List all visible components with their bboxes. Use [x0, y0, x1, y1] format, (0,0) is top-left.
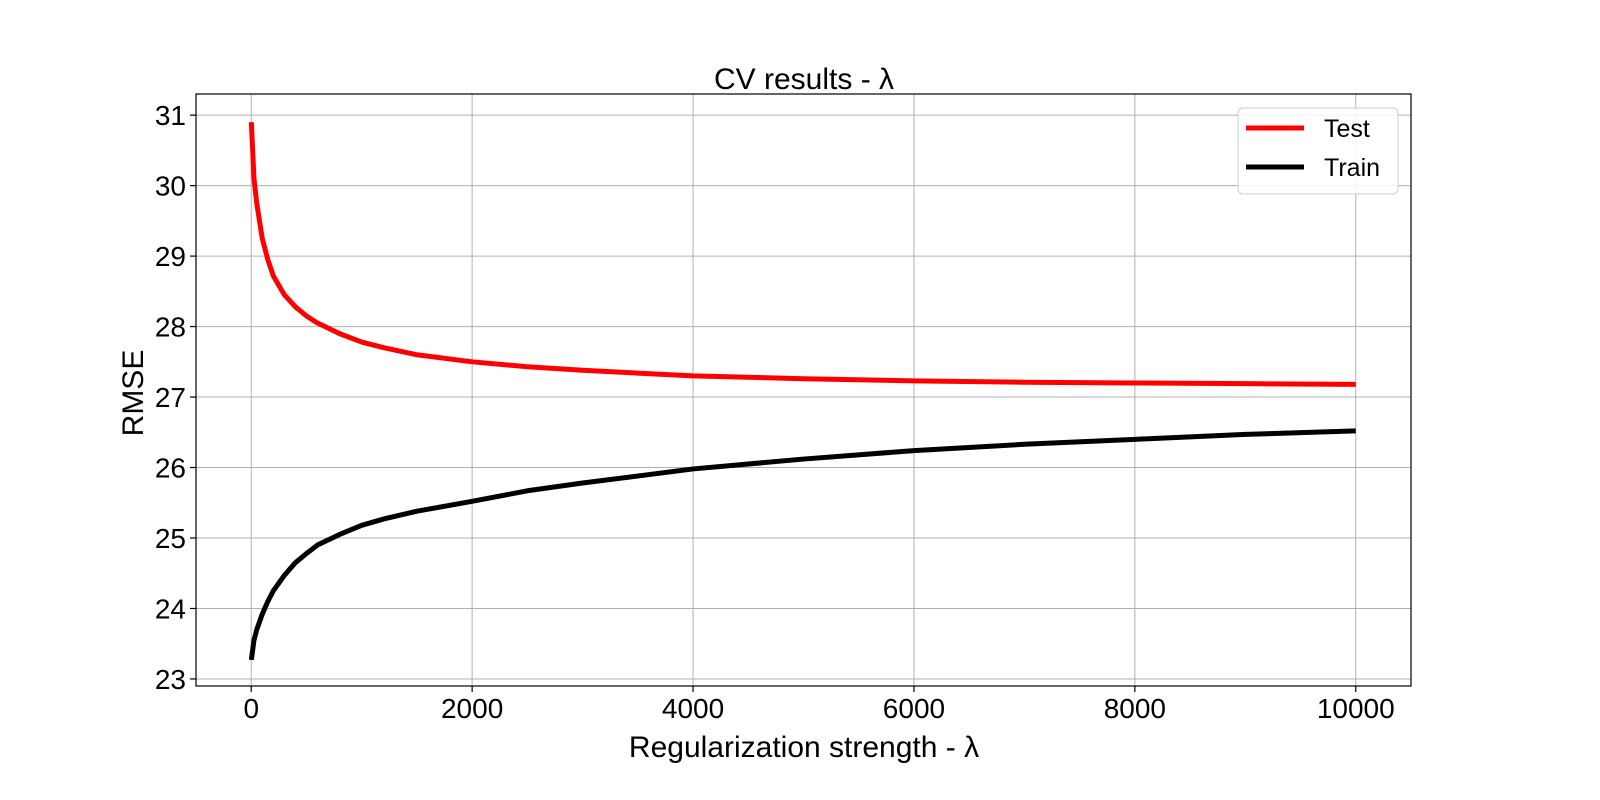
y-axis-title: RMSE — [117, 350, 150, 437]
y-tick-label: 28 — [155, 312, 186, 343]
x-axis: 0 2000 4000 6000 8000 10000 — [243, 686, 1395, 724]
y-axis: 23 24 25 26 27 28 29 30 31 — [155, 100, 196, 695]
x-tick-label: 8000 — [1104, 693, 1166, 724]
x-tick-label: 0 — [243, 693, 259, 724]
y-tick-label: 24 — [155, 593, 186, 624]
legend-label-test: Test — [1324, 115, 1370, 143]
legend: Test Train — [1237, 107, 1399, 195]
y-tick-label: 30 — [155, 171, 186, 202]
series-line-test — [248, 122, 1356, 387]
x-axis-title: Regularization strength - λ — [629, 731, 979, 764]
y-tick-label: 25 — [155, 523, 186, 554]
x-tick-label: 4000 — [662, 693, 724, 724]
chart-title: CV results - λ — [714, 63, 894, 96]
grid — [196, 94, 1411, 686]
y-tick-label: 26 — [155, 453, 186, 484]
legend-label-train: Train — [1324, 154, 1380, 182]
series-line-train — [248, 428, 1356, 661]
y-tick-label: 31 — [155, 100, 186, 131]
y-tick-label: 23 — [155, 664, 186, 695]
x-tick-label: 10000 — [1317, 693, 1395, 724]
plot-area-frame — [195, 93, 1412, 687]
x-tick-label: 6000 — [883, 693, 945, 724]
y-tick-label: 27 — [155, 382, 186, 413]
y-tick-label: 29 — [155, 241, 186, 272]
x-tick-label: 2000 — [441, 693, 503, 724]
series-lines — [248, 122, 1356, 661]
